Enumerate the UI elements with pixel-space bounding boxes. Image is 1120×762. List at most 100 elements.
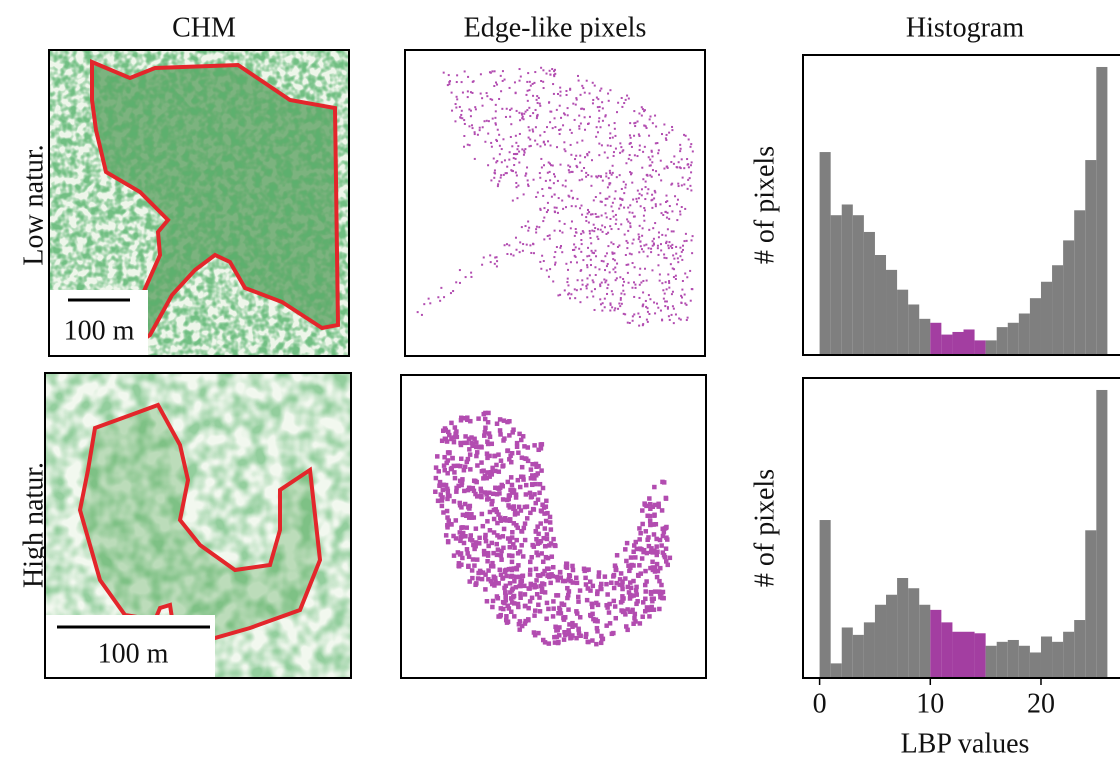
edge-pixel [528, 80, 531, 83]
edge-pixel [506, 493, 512, 498]
edge-pixel [589, 236, 592, 239]
edge-pixel [583, 167, 586, 170]
edge-pixel [470, 271, 473, 274]
edge-pixel [665, 240, 668, 243]
edge-pixel [595, 96, 598, 99]
edge-pixel [479, 92, 482, 95]
bar [952, 331, 964, 355]
edge-pixel [614, 134, 617, 137]
edge-pixel [649, 604, 654, 610]
edge-pixel [680, 302, 683, 305]
edge-pixel [586, 208, 589, 211]
edge-pixel [579, 301, 582, 304]
edge-pixel [631, 543, 637, 548]
edge-pixel [611, 293, 614, 296]
edge-pixel [527, 220, 530, 223]
edge-pixel [462, 501, 468, 507]
edge-pixel [684, 232, 687, 235]
edge-pixel [574, 158, 577, 161]
edge-pixel [452, 475, 458, 481]
edge-pixel [500, 90, 503, 93]
edge-pixel [671, 243, 674, 246]
edge-pixel [573, 248, 576, 251]
edge-pixel [683, 133, 686, 136]
edge-pixel [495, 138, 498, 141]
edge-pixel [501, 526, 507, 532]
edge-pixel [458, 105, 461, 108]
edge-pixel [650, 175, 653, 178]
edge-pixel [542, 590, 548, 595]
edge-pixel [559, 86, 562, 89]
edge-pixel [586, 255, 589, 258]
edge-pixel [525, 172, 528, 175]
edge-pixel [585, 285, 588, 288]
edge-pixel [481, 104, 484, 107]
edge-pixel [664, 559, 669, 564]
edge-pixel [633, 281, 636, 284]
edge-pixel [532, 94, 535, 97]
edge-pixel [632, 238, 635, 241]
edge-pixel [608, 182, 611, 185]
edge-pixel [662, 213, 665, 216]
edge-pixel [641, 324, 644, 327]
edge-pixel [570, 189, 573, 192]
edge-pixel [680, 294, 683, 297]
edge-pixel [660, 479, 665, 485]
edge-pixel [617, 582, 623, 587]
edge-pixel [547, 514, 553, 520]
edge-pixel [542, 640, 548, 645]
edge-pixel [553, 117, 556, 120]
edge-pixel [542, 526, 548, 531]
edge-pixel [649, 115, 652, 118]
edge-pixel [489, 261, 492, 264]
edge-pixel [544, 532, 550, 537]
edge-pixel [463, 119, 466, 122]
edge-pixel [552, 83, 555, 86]
edge-pixel [636, 155, 639, 158]
edge-pixel [580, 239, 583, 242]
edge-pixel [684, 302, 687, 305]
edge-pixel [554, 251, 557, 254]
edge-pixel [597, 238, 600, 241]
edge-pixel [651, 522, 656, 527]
edge-pixel [458, 538, 463, 544]
edge-pixel [614, 213, 617, 216]
edge-pixel [601, 179, 604, 182]
edge-pixel [535, 471, 540, 476]
edge-pixel [651, 565, 656, 570]
edge-pixel [463, 434, 468, 439]
edge-pixel [546, 126, 549, 129]
edge-pixel [475, 576, 481, 581]
edge-pixel [645, 318, 648, 321]
edge-pixel [595, 589, 600, 594]
edge-pixel [616, 262, 619, 265]
bar [841, 204, 853, 355]
edge-pixel [535, 524, 540, 529]
edge-pixel [620, 302, 623, 305]
edge-pixel [665, 133, 668, 136]
edge-pixel [579, 288, 582, 291]
edge-pixel [481, 476, 486, 481]
bar [863, 622, 875, 678]
edge-pixel [608, 183, 611, 186]
edge-pixel [625, 584, 631, 590]
edge-pixel [458, 269, 461, 272]
edge-pixel [617, 307, 620, 310]
edge-pixel [502, 590, 508, 595]
edge-pixel [646, 310, 649, 313]
edge-pixel [484, 492, 489, 497]
edge-pixel [581, 84, 584, 87]
edge-pixel [497, 428, 503, 433]
edge-pixel [678, 166, 681, 169]
edge-pixel [466, 564, 471, 569]
edge-pixel [497, 567, 503, 573]
edge-pixel [616, 245, 619, 248]
edge-pixel [644, 299, 647, 302]
edge-pixel [626, 563, 631, 568]
edge-pixel [614, 307, 617, 310]
edge-pixel [416, 311, 419, 314]
edge-pixel [505, 619, 511, 624]
edge-pixel [565, 94, 568, 97]
edge-pixel [433, 489, 438, 494]
